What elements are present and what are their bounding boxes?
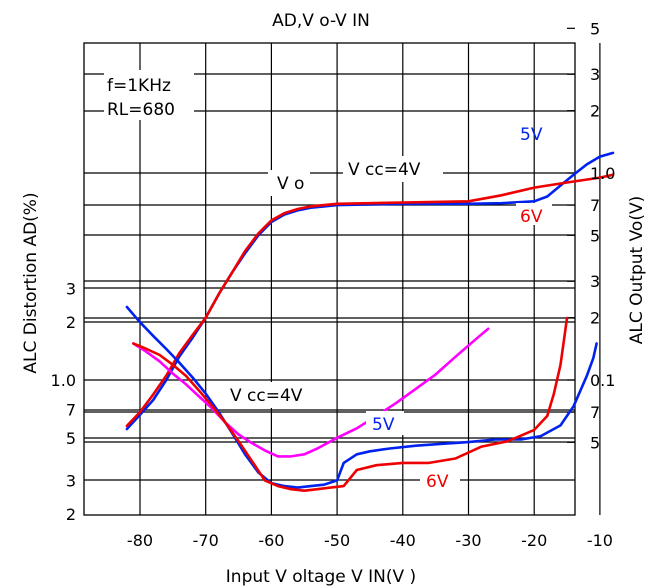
condition-frequency: f=1KHz — [107, 76, 171, 96]
x-tick-label: -50 — [324, 531, 350, 550]
vo-label-bg — [268, 170, 310, 196]
distortion-series-6v — [132, 316, 569, 493]
right-tick-label: 5 — [590, 226, 600, 245]
left-axis-label: ALC Distortion AD(%) — [21, 192, 41, 373]
right-tick-label: 7 — [590, 196, 600, 215]
bottom-6v-label-bg — [420, 468, 460, 492]
right-tick-label: 7 — [590, 403, 600, 422]
left-tick-label: 3 — [66, 471, 76, 490]
vo-label: V o — [277, 174, 304, 194]
vcc-top-label: V cc=4V — [348, 160, 421, 180]
right-tick-label: 5 — [590, 19, 600, 38]
series-group — [125, 151, 615, 493]
top-6v-label-bg — [516, 203, 552, 225]
conditions-box — [104, 70, 194, 120]
right-tick-label: 2 — [590, 309, 600, 328]
top-5v-label: 5V — [520, 125, 543, 145]
vcc-bottom-label-bg — [225, 382, 329, 408]
vcc-bottom-label: V cc=4V — [230, 386, 303, 406]
condition-load: RL=680 — [107, 100, 175, 120]
vcc-top-label-bg — [343, 156, 443, 182]
right-tick-label: 3 — [590, 65, 600, 84]
plot-frame — [83, 42, 576, 516]
x-tick-label: -10 — [587, 531, 613, 550]
x-tick-label: -30 — [455, 531, 481, 550]
right-tick-label: 0.1 — [590, 371, 615, 390]
right-axis-label: ALC Output Vo(V) — [627, 196, 647, 344]
x-axis-label: Input V oltage V IN(V ) — [226, 567, 416, 587]
chart-title: AD,V o-V IN — [272, 11, 370, 31]
left-tick-label: 2 — [66, 313, 76, 332]
distortion-series-4v — [132, 327, 490, 458]
x-tick-label: -60 — [258, 531, 284, 550]
bottom-5v-label: 5V — [372, 415, 395, 435]
left-tick-label: 1.0 — [51, 371, 76, 390]
x-tick-label: -70 — [193, 531, 219, 550]
right-tick-label: 3 — [590, 272, 600, 291]
grid — [83, 27, 601, 516]
top-6v-label: 6V — [520, 207, 543, 227]
tick-labels: -80 -70 -60 -50 -40 -30 -20 -10 3 2 1.0 7 5 3 2 5 3 2 1.0 7… — [51, 19, 616, 550]
output-series-6v — [125, 173, 615, 428]
distortion-series-5v — [125, 305, 598, 489]
right-tick-label: 5 — [590, 433, 600, 452]
bottom-6v-label: 6V — [426, 472, 449, 492]
x-tick-label: -20 — [521, 531, 547, 550]
bottom-5v-label-bg — [366, 411, 404, 435]
left-tick-label: 2 — [66, 505, 76, 524]
x-tick-label: -80 — [127, 531, 153, 550]
left-tick-label: 7 — [66, 401, 76, 420]
right-tick-label: 1.0 — [590, 164, 615, 183]
x-tick-label: -40 — [390, 531, 416, 550]
left-tick-label: 3 — [66, 279, 76, 298]
left-tick-label: 5 — [66, 429, 76, 448]
right-tick-label: 2 — [590, 102, 600, 121]
